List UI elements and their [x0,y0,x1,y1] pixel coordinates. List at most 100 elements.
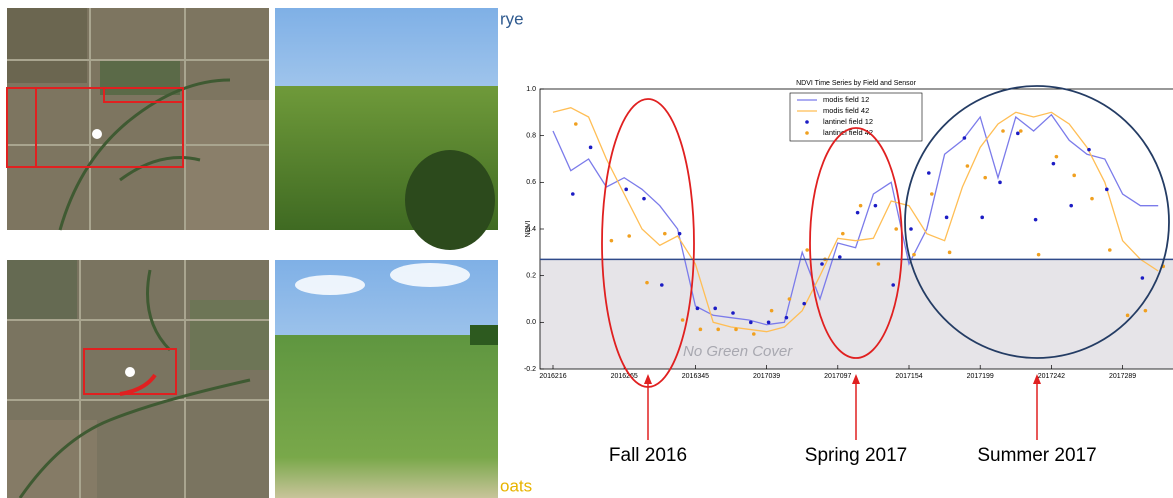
point [695,306,700,311]
point [855,210,860,215]
point [1054,154,1059,159]
y-tick-label: 0.8 [526,133,536,140]
period-label: Fall 2016 [609,445,687,466]
point [1072,173,1076,178]
point [998,180,1002,185]
point [663,231,667,236]
x-tick-label: 2017097 [824,373,851,380]
point [787,297,792,301]
point [1036,252,1041,257]
point [749,320,753,325]
point [574,122,578,126]
point [698,327,703,332]
point [820,262,824,266]
rye-label: rye [500,9,524,28]
point [609,238,614,243]
point [1019,129,1023,133]
point [624,187,628,192]
point [838,255,842,259]
point [912,252,916,257]
y-tick-label: 0.0 [526,319,536,326]
point [642,196,646,201]
point [927,171,931,175]
legend-label: lantinel field 12 [823,117,873,126]
legend-label: modis field 12 [823,95,869,104]
point [805,248,809,252]
y-tick-label: 0.6 [526,179,536,186]
point [876,262,881,266]
point [962,136,967,140]
point [680,318,685,322]
legend-swatch [805,120,809,124]
x-tick-label: 2017289 [1109,373,1136,380]
band-label: No Green Cover [683,343,793,360]
field-photo-rye [275,8,498,250]
point [947,250,952,255]
point [766,320,771,325]
point [1143,308,1148,313]
line-series [552,107,1159,333]
point [1108,248,1112,252]
point [1069,203,1073,208]
point [1016,131,1020,136]
field-photo-oats [275,260,498,498]
line-series [552,113,1159,326]
point [841,231,845,236]
x-tick-label: 2017242 [1038,373,1065,380]
period-arrowhead [1033,374,1041,384]
point [965,164,970,168]
point [1033,217,1038,222]
ndvi-chart: No Green Cover -0.2 0.0 0.2 0.4 0.6 0.8 1.0 2016… [524,80,1173,466]
point [944,215,949,220]
point [677,231,682,236]
point [627,234,631,238]
legend-box [789,92,923,142]
point [1125,313,1130,318]
point [983,175,987,180]
x-tick-label: 2016265 [611,373,638,380]
oats-label: oats [500,476,532,495]
point [1001,129,1005,133]
y-tick-label: 0.2 [526,273,536,280]
legend-label: lantinel field 42 [823,128,873,137]
point [909,227,913,231]
point [752,332,756,336]
point [980,215,984,220]
point [894,227,898,231]
aerial-photo-rye [6,8,269,231]
point [1090,196,1094,201]
y-axis-label: NDVI [525,221,532,238]
x-tick-label: 2016345 [682,373,709,380]
legend-swatch [805,131,809,135]
chart-title: NDVI Time Series by Field and Sensor [796,80,916,87]
point [571,192,575,196]
y-tick-label: 0.4 [526,226,536,233]
point [784,315,789,320]
point [1140,276,1145,280]
point [802,301,806,306]
aerial-photo-oats [7,260,269,498]
point [769,308,774,313]
period-ellipse [904,85,1170,359]
x-tick-label: 2017039 [753,373,780,380]
period-label: Summer 2017 [977,445,1096,466]
point [873,203,878,208]
legend-label: modis field 42 [823,106,869,115]
point [1051,161,1056,166]
no-green-cover-band [540,259,1173,369]
plot-frame [539,88,1173,370]
point [645,280,649,285]
x-tick-label: 2017154 [895,373,922,380]
period-label: Spring 2017 [805,445,907,466]
y-tick-label: 1.0 [526,86,536,93]
point [930,192,934,196]
period-arrowhead [644,374,652,384]
point [1105,187,1109,192]
point [1087,147,1091,152]
point [660,283,664,287]
point [716,327,720,332]
point [891,283,895,287]
point [734,327,738,332]
